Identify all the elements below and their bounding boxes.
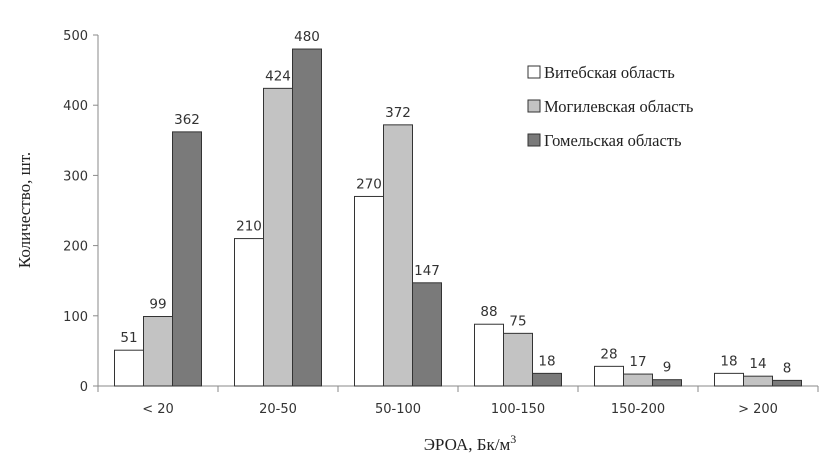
bar xyxy=(114,349,144,387)
x-tick-label: 50-100 xyxy=(375,402,421,417)
bar xyxy=(354,195,384,387)
bar xyxy=(772,379,802,387)
legend-swatch xyxy=(527,65,541,79)
y-tick-label: 200 xyxy=(63,240,88,255)
x-tick-label: 100-150 xyxy=(491,402,545,417)
x-tick-label: < 20 xyxy=(142,402,174,417)
bar-value-label: 480 xyxy=(294,29,320,45)
x-tick-label: > 200 xyxy=(738,402,778,417)
bar-value-label: 18 xyxy=(538,353,555,369)
bar-value-label: 8 xyxy=(783,360,792,376)
bar-value-label: 372 xyxy=(385,105,411,121)
y-tick-label: 400 xyxy=(63,99,88,114)
bar-value-label: 424 xyxy=(265,68,291,84)
x-axis-title: ЭРОА, Бк/м3 xyxy=(424,432,517,454)
x-tick-label: 20-50 xyxy=(259,402,297,417)
x-tick-label: 150-200 xyxy=(611,402,665,417)
legend: Витебская область Могилевская область Гоме… xyxy=(527,63,694,150)
bar-value-label: 28 xyxy=(600,346,617,362)
bar xyxy=(263,87,293,387)
bar-value-label: 210 xyxy=(236,219,262,235)
legend-swatch xyxy=(527,99,541,113)
y-tick-label: 500 xyxy=(63,29,88,44)
plot-area: 0 100 200 300 400 500 51 99 362 < 20 210 424 480 20-5… xyxy=(63,29,819,417)
legend-swatch xyxy=(527,133,541,147)
legend-label: Гомельская область xyxy=(544,131,682,150)
bar-value-label: 17 xyxy=(629,354,646,370)
legend-label: Могилевская область xyxy=(544,97,694,116)
y-tick-label: 300 xyxy=(63,169,88,184)
y-tick-label: 100 xyxy=(63,310,88,325)
y-axis-title: Количество, шт. xyxy=(15,152,34,268)
x-axis-title-text: ЭРОА, Бк/м xyxy=(424,435,511,454)
bar-value-label: 14 xyxy=(749,356,766,372)
bar xyxy=(532,372,562,387)
bar xyxy=(594,365,624,387)
bar xyxy=(234,238,264,387)
bar xyxy=(652,379,682,387)
bar xyxy=(292,48,322,387)
bar xyxy=(474,323,504,387)
bar xyxy=(412,282,442,387)
y-tick-label: 0 xyxy=(80,380,88,395)
bar xyxy=(172,131,202,387)
x-axis-title-superscript: 3 xyxy=(510,432,516,446)
bar-value-label: 75 xyxy=(509,313,526,329)
bar-value-label: 51 xyxy=(120,330,137,346)
bar-value-label: 99 xyxy=(149,297,166,313)
bar-value-label: 88 xyxy=(480,304,497,320)
legend-label: Витебская область xyxy=(544,63,675,82)
bar-value-label: 270 xyxy=(356,176,382,192)
bar xyxy=(743,375,773,387)
bar xyxy=(714,372,744,387)
bar-value-label: 362 xyxy=(174,112,200,128)
bar xyxy=(383,124,413,387)
bar-value-label: 147 xyxy=(414,263,440,279)
bar xyxy=(143,316,173,387)
bar-value-label: 18 xyxy=(720,353,737,369)
bar-value-label: 9 xyxy=(663,360,672,376)
bar xyxy=(503,332,533,387)
bar xyxy=(623,373,653,387)
